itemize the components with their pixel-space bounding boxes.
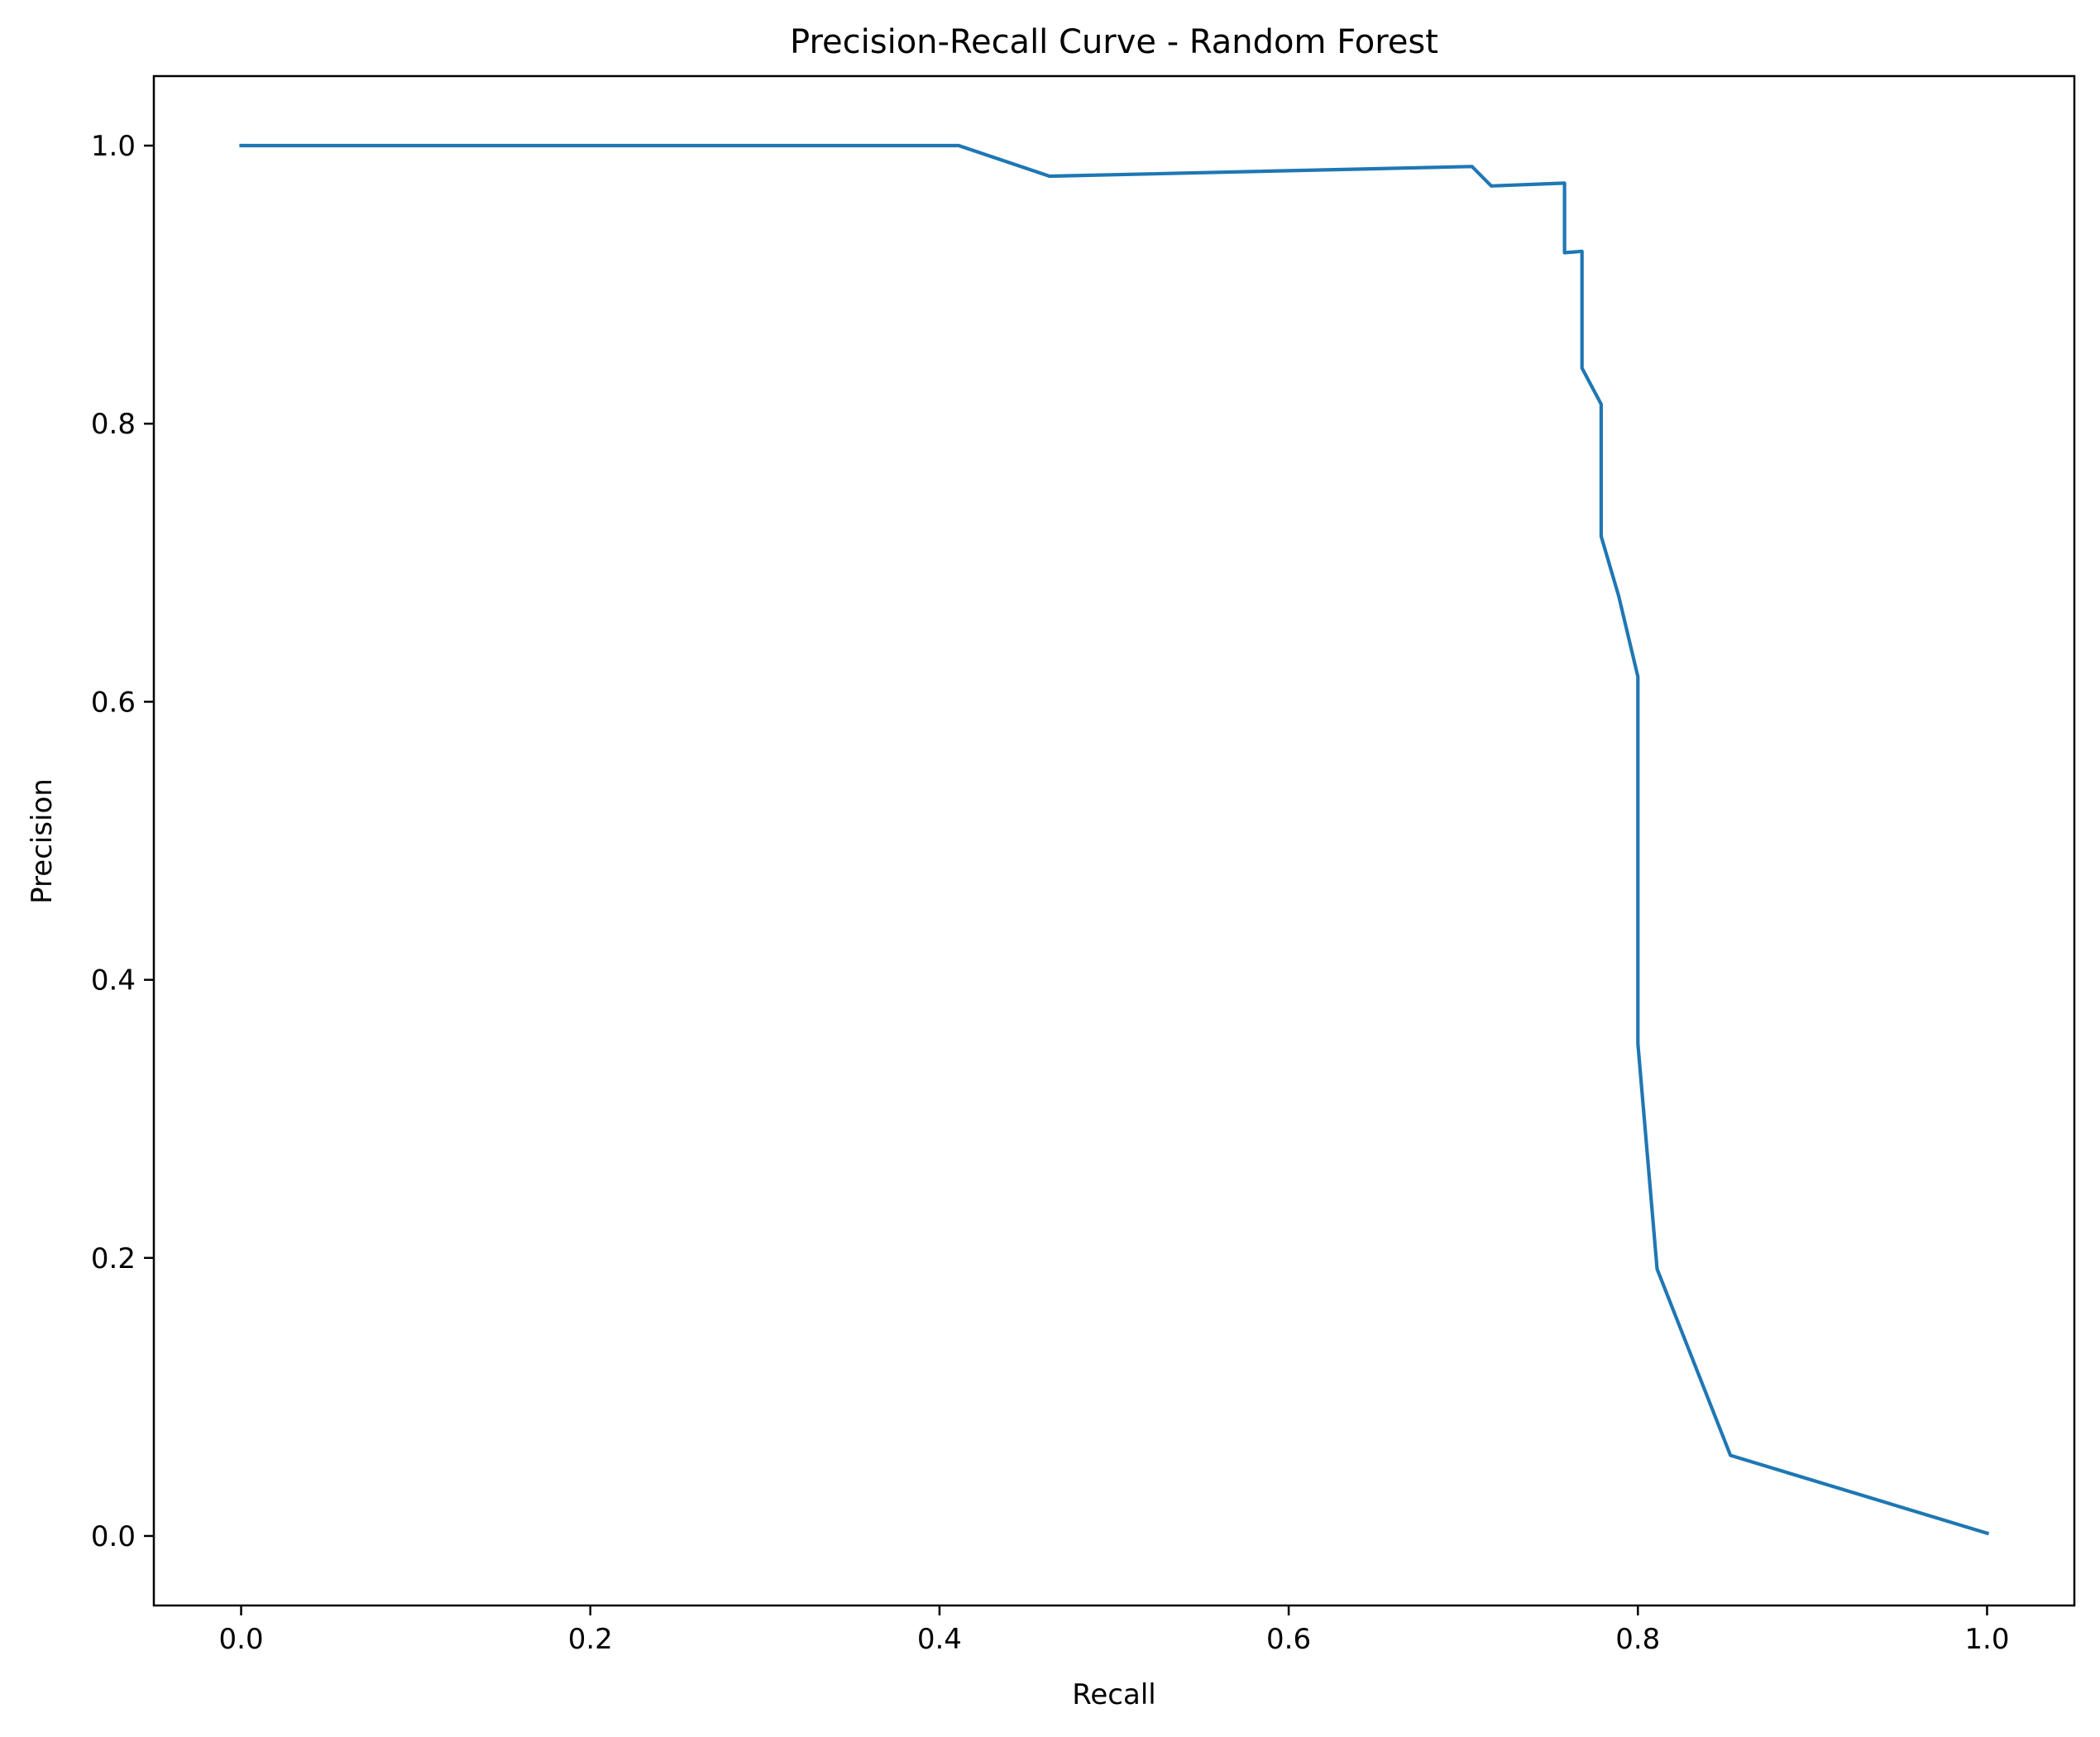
series-line	[239, 143, 1990, 1536]
x-tick-label: 0.4	[917, 1623, 962, 1656]
y-tick-label: 0.6	[91, 686, 136, 719]
x-tick-label: 0.0	[219, 1623, 264, 1656]
plot-area	[239, 143, 1990, 1536]
chart-title: Precision-Recall Curve - Random Forest	[790, 23, 1438, 61]
x-tick-label: 0.6	[1266, 1623, 1311, 1656]
x-tick-label: 1.0	[1964, 1623, 2009, 1656]
x-tick-label: 0.8	[1615, 1623, 1660, 1656]
y-tick-label: 0.4	[91, 964, 136, 998]
y-axis: 0.0 0.2 0.4 0.6 0.8 1.0	[91, 130, 154, 1553]
y-tick-label: 0.0	[91, 1520, 136, 1553]
x-axis: 0.0 0.2 0.4 0.6 0.8 1.0	[219, 1605, 2009, 1656]
x-axis-label: Recall	[1072, 1678, 1155, 1711]
x-tick-label: 0.2	[568, 1623, 613, 1656]
plot-frame	[152, 74, 2076, 1607]
y-tick-label: 0.2	[91, 1242, 136, 1275]
y-tick-label: 1.0	[91, 130, 136, 163]
y-tick-label: 0.8	[91, 408, 136, 441]
y-axis-label: Precision	[26, 778, 59, 904]
